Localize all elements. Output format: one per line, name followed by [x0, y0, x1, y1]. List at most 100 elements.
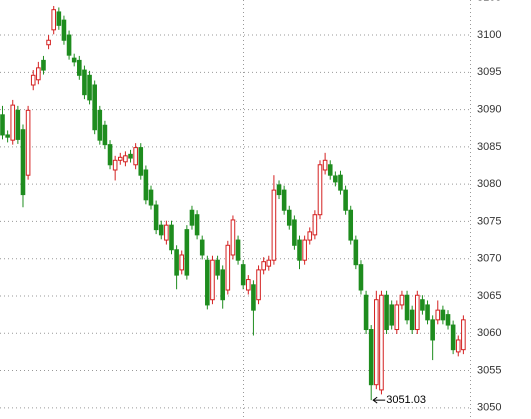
candle-body [41, 59, 46, 71]
candle-body [409, 309, 415, 331]
candle-body [271, 189, 277, 261]
candle-body [379, 294, 384, 391]
candle-body [394, 304, 400, 331]
candle-body [338, 174, 343, 191]
candle-body [5, 134, 10, 138]
candle-body [312, 214, 318, 236]
candle-body [374, 299, 379, 386]
candle-body [225, 244, 231, 291]
candle-body [261, 261, 266, 271]
y-tick-label: 3080 [477, 178, 501, 190]
y-tick-label: 3065 [477, 290, 501, 302]
candle-body [256, 269, 261, 301]
candle-body [71, 57, 77, 63]
candle-body [455, 339, 461, 353]
candle-body [461, 319, 466, 351]
candle-body [389, 304, 394, 326]
y-tick-label: 3060 [477, 327, 501, 339]
candle-body [292, 219, 297, 246]
candle-body [66, 34, 72, 56]
y-tick-label: 3095 [477, 66, 501, 78]
candle-body [97, 109, 103, 141]
y-tick-label: 3050 [477, 402, 501, 414]
candle-body [414, 294, 420, 331]
candle-body [92, 84, 97, 131]
candle-body [281, 189, 287, 211]
candle-body [368, 329, 374, 386]
candle-body [435, 309, 441, 321]
candle-body [210, 259, 215, 301]
candle-body [20, 129, 26, 196]
candle-body [77, 59, 82, 76]
candle-body [230, 219, 236, 256]
candle-body [322, 159, 328, 171]
candle-body [30, 74, 36, 86]
candle-body [317, 164, 323, 216]
candle-body [143, 169, 149, 201]
candle-body [61, 19, 67, 41]
candle-body [246, 279, 251, 291]
candle-body [205, 259, 210, 306]
candle-body [46, 39, 51, 46]
candle-body [240, 264, 246, 286]
candle-body [358, 264, 364, 291]
y-tick-label: 3070 [477, 253, 501, 265]
candle-body [430, 319, 435, 341]
candle-body [327, 164, 333, 176]
candle-body [307, 231, 313, 241]
candle-body [128, 153, 133, 159]
candle-body [87, 74, 92, 101]
candle-body [174, 249, 179, 276]
candle-body [297, 239, 302, 261]
candle-body [112, 159, 118, 171]
y-tick-label: 3055 [477, 364, 501, 376]
candle-body [15, 109, 21, 140]
candle-body [251, 284, 256, 311]
candle-body [425, 304, 430, 321]
candle-body [10, 104, 16, 141]
candle-body [420, 299, 425, 311]
candle-body [25, 109, 31, 176]
candle-body [153, 204, 159, 231]
candle-body [56, 11, 62, 26]
candle-body [148, 189, 154, 206]
candle-body [117, 156, 123, 161]
candle-body [194, 214, 200, 236]
candle-body [107, 144, 113, 166]
y-tick-label: 3100 [477, 29, 501, 41]
candle-body [169, 224, 174, 251]
candle-body [179, 254, 185, 271]
candle-body [399, 294, 405, 306]
candle-body [158, 224, 164, 236]
candle-body [36, 67, 41, 81]
candle-body [286, 209, 292, 226]
candle-body [348, 209, 354, 241]
candle-body [343, 189, 348, 211]
candle-body [440, 309, 446, 321]
candle-body [450, 324, 456, 351]
annotation-label: 3051.03 [386, 394, 426, 406]
candle-body [276, 184, 282, 196]
candle-body [215, 259, 220, 276]
candle-body [123, 155, 128, 163]
annotation-arrowhead [372, 396, 378, 404]
candle-body [164, 224, 169, 241]
candle-body [133, 147, 138, 166]
candle-body [266, 259, 272, 267]
candle-body [445, 314, 451, 326]
candle-body [102, 124, 108, 146]
candle-body [138, 147, 144, 176]
candle-body [82, 69, 87, 96]
candle-body [199, 239, 205, 256]
y-tick-label: 3075 [477, 215, 501, 227]
candle-body [51, 9, 57, 31]
y-tick-label: 3090 [477, 104, 501, 116]
candle-body [333, 175, 338, 183]
candle-body [235, 239, 241, 261]
candle-body [353, 239, 359, 266]
candle-body [302, 239, 307, 261]
candle-body [404, 294, 410, 321]
candle-body [384, 294, 389, 331]
candle-body [0, 114, 5, 136]
